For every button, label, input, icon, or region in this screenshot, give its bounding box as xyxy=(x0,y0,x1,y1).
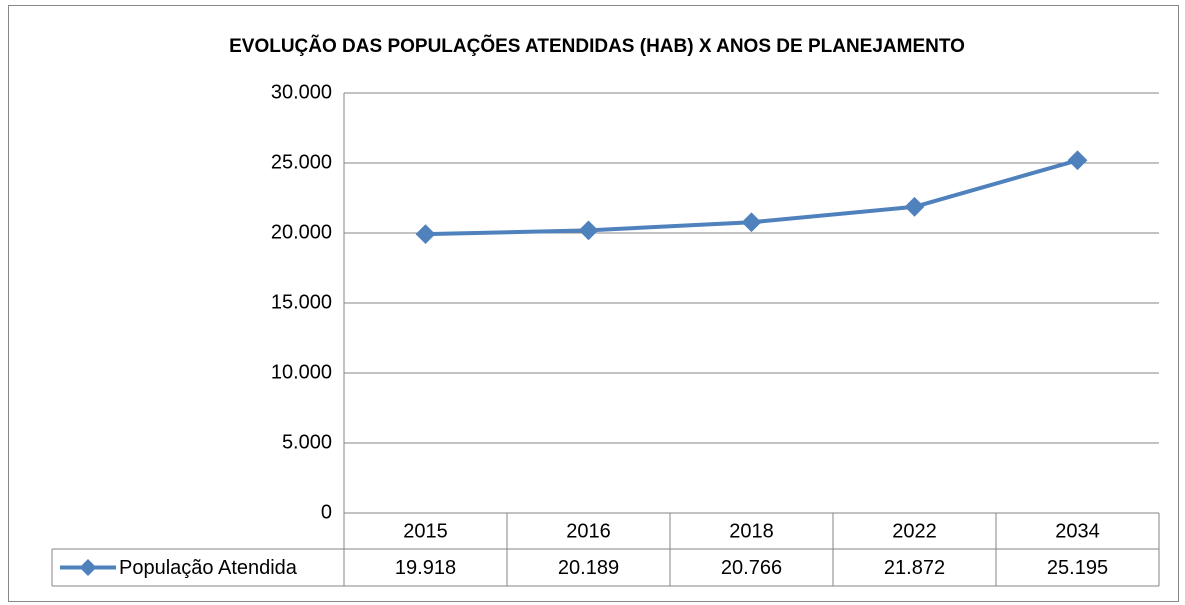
x-tick-label: 2018 xyxy=(729,520,774,542)
x-tick-label: 2015 xyxy=(403,520,448,542)
legend-marker xyxy=(79,559,97,576)
y-tick-label: 30.000 xyxy=(271,81,332,103)
table-value: 21.872 xyxy=(884,557,945,579)
y-tick-label: 15.000 xyxy=(271,291,332,313)
x-tick-label: 2016 xyxy=(566,520,611,542)
y-tick-label: 5.000 xyxy=(282,431,332,453)
marker xyxy=(415,224,436,245)
x-tick-label: 2034 xyxy=(1055,520,1100,542)
y-tick-label: 10.000 xyxy=(271,361,332,383)
y-tick-label: 20.000 xyxy=(271,221,332,243)
legend-label: População Atendida xyxy=(119,557,298,579)
table-value: 20.766 xyxy=(721,557,782,579)
y-tick-label: 25.000 xyxy=(271,151,332,173)
table-value: 20.189 xyxy=(558,557,619,579)
table-value: 19.918 xyxy=(395,557,456,579)
table-value: 25.195 xyxy=(1047,557,1108,579)
marker xyxy=(1067,150,1088,171)
chart-title: EVOLUÇÃO DAS POPULAÇÕES ATENDIDAS (HAB) … xyxy=(229,35,965,57)
y-tick-label: 0 xyxy=(321,501,332,523)
x-tick-label: 2022 xyxy=(892,520,937,542)
